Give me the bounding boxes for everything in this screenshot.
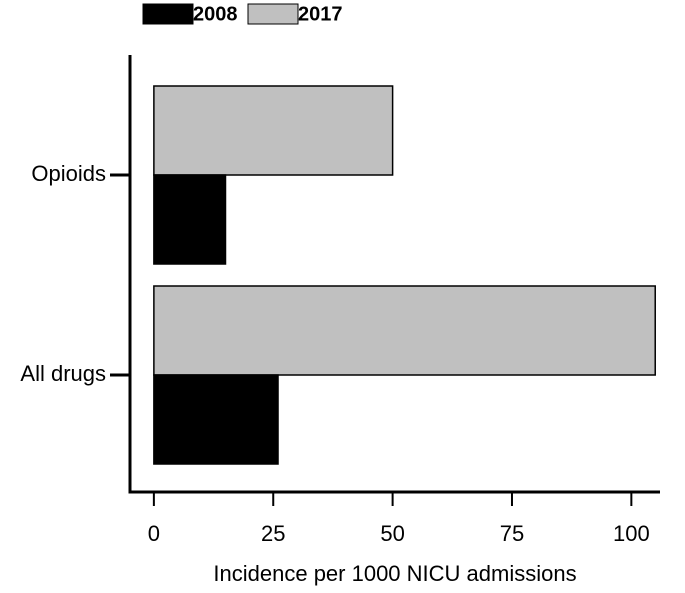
bar [153, 285, 656, 376]
legend-label: 2017 [298, 3, 343, 25]
legend-swatch [142, 3, 194, 25]
legend-swatch [247, 3, 299, 25]
bar [153, 374, 279, 465]
bar [153, 85, 394, 176]
x-tick-label: 75 [500, 521, 524, 546]
x-tick-label: 50 [380, 521, 404, 546]
x-tick-label: 25 [261, 521, 285, 546]
y-tick-label: Opioids [31, 161, 106, 186]
legend-label: 2008 [193, 3, 238, 25]
bar [153, 174, 227, 265]
y-tick-label: All drugs [20, 361, 106, 386]
x-tick-label: 0 [148, 521, 160, 546]
x-tick-label: 100 [613, 521, 650, 546]
x-axis-label: Incidence per 1000 NICU admissions [213, 561, 576, 586]
